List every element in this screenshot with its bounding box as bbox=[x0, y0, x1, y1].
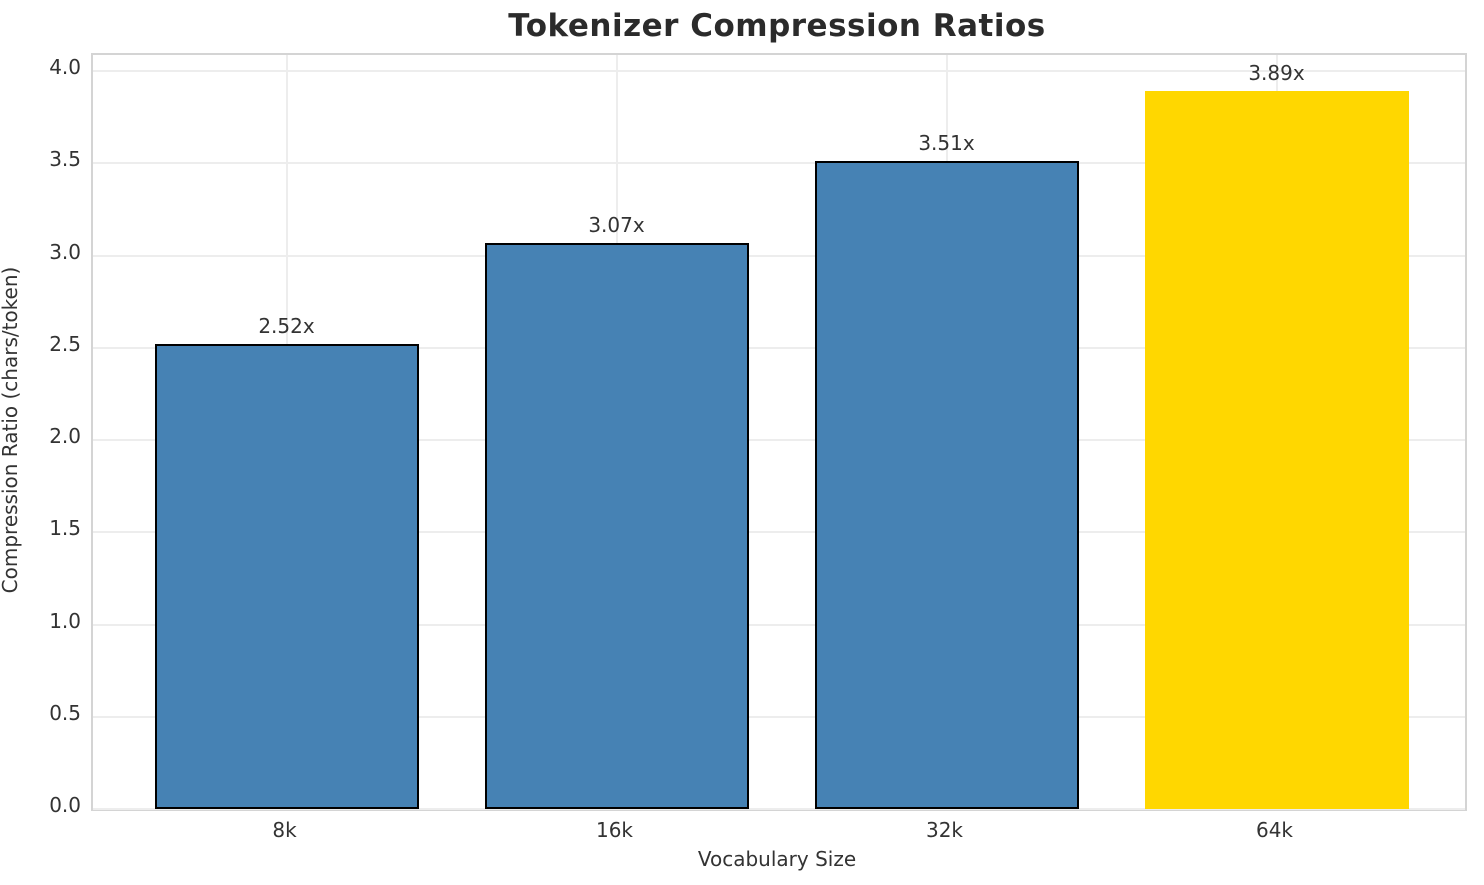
horizontal-gridline bbox=[93, 623, 1465, 626]
bar-value-label: 3.07x bbox=[588, 212, 645, 237]
bar-8k bbox=[154, 344, 419, 809]
y-tick-label: 4.0 bbox=[49, 55, 81, 80]
x-tick-label: 16k bbox=[595, 818, 634, 842]
chart-title: Tokenizer Compression Ratios bbox=[508, 8, 1046, 44]
x-tick-label: 64k bbox=[1255, 818, 1294, 842]
x-axis-label: Vocabulary Size bbox=[697, 847, 857, 871]
y-tick-label: 0.0 bbox=[49, 793, 81, 817]
plot-area: 2.52x 3.07x 3.51x 3.89x bbox=[91, 53, 1467, 811]
horizontal-gridline bbox=[93, 808, 1465, 810]
y-tick-label: 3.5 bbox=[49, 147, 81, 172]
y-tick-label: 0.5 bbox=[49, 700, 81, 725]
y-tick-label: 1.0 bbox=[49, 608, 81, 633]
bar-value-label: 3.51x bbox=[918, 131, 975, 156]
horizontal-gridline bbox=[93, 162, 1465, 165]
horizontal-gridline bbox=[93, 254, 1465, 257]
y-tick-label: 1.5 bbox=[49, 516, 81, 541]
horizontal-gridline bbox=[93, 346, 1465, 349]
horizontal-gridline bbox=[93, 715, 1465, 718]
y-tick-label: 3.0 bbox=[49, 239, 81, 264]
bar-value-label: 2.52x bbox=[258, 314, 315, 339]
horizontal-gridline bbox=[93, 439, 1465, 442]
y-axis-label: Compression Ratio (chars/token) bbox=[0, 266, 22, 594]
y-tick-label: 2.5 bbox=[49, 331, 81, 356]
x-tick-label: 8k bbox=[272, 818, 297, 842]
bar-64k bbox=[1144, 91, 1409, 809]
x-tick-label: 32k bbox=[925, 818, 964, 842]
bar-32k bbox=[814, 161, 1079, 809]
horizontal-gridline bbox=[93, 531, 1465, 534]
bar-16k bbox=[484, 242, 749, 809]
bar-value-label: 3.89x bbox=[1248, 61, 1305, 86]
y-tick-label: 2.0 bbox=[49, 424, 81, 449]
horizontal-gridline bbox=[93, 70, 1465, 73]
